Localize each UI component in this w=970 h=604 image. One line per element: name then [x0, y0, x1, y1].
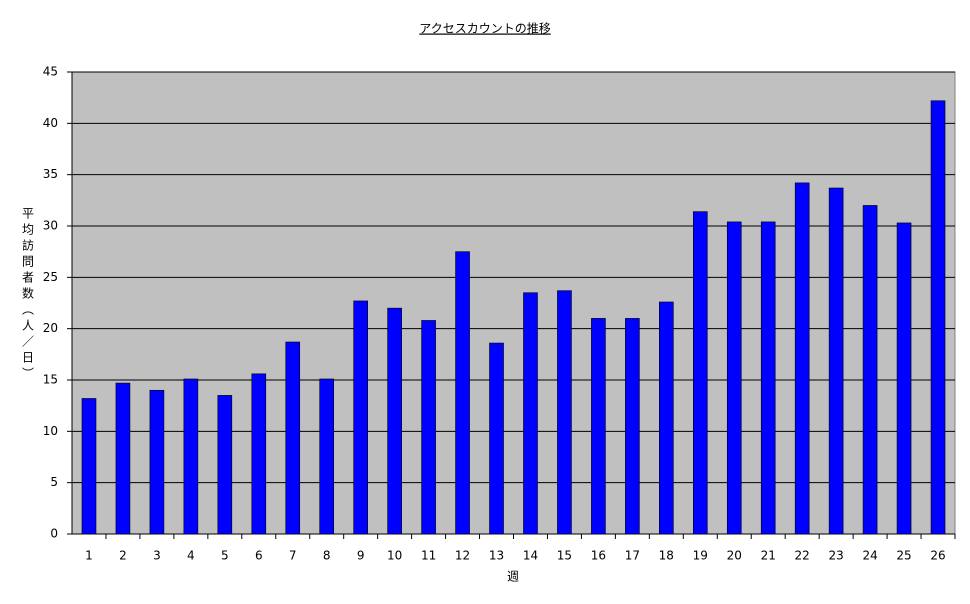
- bar: [115, 382, 131, 535]
- y-tick-label: 0: [50, 527, 58, 541]
- bar: [862, 205, 878, 535]
- x-tick-label: 22: [795, 549, 810, 563]
- x-tick-label: 10: [387, 549, 402, 563]
- x-tick-label: 20: [727, 549, 742, 563]
- x-tick-label: 4: [187, 549, 195, 563]
- y-axis-label: 平均訪問者数（人／日）: [21, 207, 35, 383]
- bar: [930, 100, 946, 535]
- bar: [319, 378, 335, 535]
- bar: [251, 373, 267, 535]
- bar: [217, 395, 233, 535]
- x-tick-label: 19: [693, 549, 708, 563]
- bar: [591, 318, 606, 535]
- bar: [149, 389, 165, 535]
- x-tick-label: 23: [828, 549, 843, 563]
- y-tick-label: 10: [43, 424, 58, 438]
- y-tick-label: 20: [43, 321, 58, 335]
- bar: [726, 221, 742, 535]
- x-tick-label: 15: [557, 549, 572, 563]
- bar: [183, 378, 199, 535]
- bar: [828, 187, 844, 535]
- y-tick-label: 15: [43, 373, 58, 387]
- y-tick-label: 25: [43, 270, 58, 284]
- bar: [760, 221, 776, 535]
- bar: [794, 182, 810, 535]
- x-tick-label: 12: [455, 549, 470, 563]
- bar: [489, 342, 504, 535]
- bar: [455, 251, 470, 535]
- x-tick-label: 6: [255, 549, 263, 563]
- x-tick-label: 11: [421, 549, 436, 563]
- x-tick-label: 16: [591, 549, 606, 563]
- x-tick-label: 7: [289, 549, 297, 563]
- x-tick-label: 24: [862, 549, 877, 563]
- x-tick-label: 13: [489, 549, 504, 563]
- x-tick-label: 18: [659, 549, 674, 563]
- x-tick-label: 26: [930, 549, 945, 563]
- bar: [81, 398, 97, 535]
- x-tick-label: 3: [153, 549, 161, 563]
- bar: [692, 211, 708, 535]
- y-tick-label: 40: [43, 116, 58, 130]
- y-tick-label: 30: [43, 219, 58, 233]
- x-tick-label: 9: [357, 549, 365, 563]
- bar: [523, 292, 538, 535]
- y-tick-label: 35: [43, 167, 58, 181]
- x-tick-label: 5: [221, 549, 229, 563]
- bar: [557, 290, 572, 535]
- y-tick-label: 45: [43, 65, 58, 79]
- x-tick-label: 14: [523, 549, 538, 563]
- bar: [896, 222, 912, 535]
- plot-area: [71, 71, 956, 535]
- x-tick-label: 25: [896, 549, 911, 563]
- bar: [659, 301, 674, 535]
- bar: [421, 320, 436, 535]
- x-tick-label: 1: [85, 549, 93, 563]
- x-tick-label: 17: [625, 549, 640, 563]
- x-tick-label: 2: [119, 549, 127, 563]
- bar: [387, 307, 402, 535]
- x-axis-label: 週: [507, 570, 519, 584]
- bar: [625, 318, 640, 535]
- x-tick-label: 21: [761, 549, 776, 563]
- chart-title: アクセスカウントの推移: [419, 22, 550, 36]
- bar: [285, 341, 301, 535]
- y-tick-label: 5: [50, 475, 58, 489]
- x-tick-label: 8: [323, 549, 331, 563]
- bar: [353, 300, 368, 535]
